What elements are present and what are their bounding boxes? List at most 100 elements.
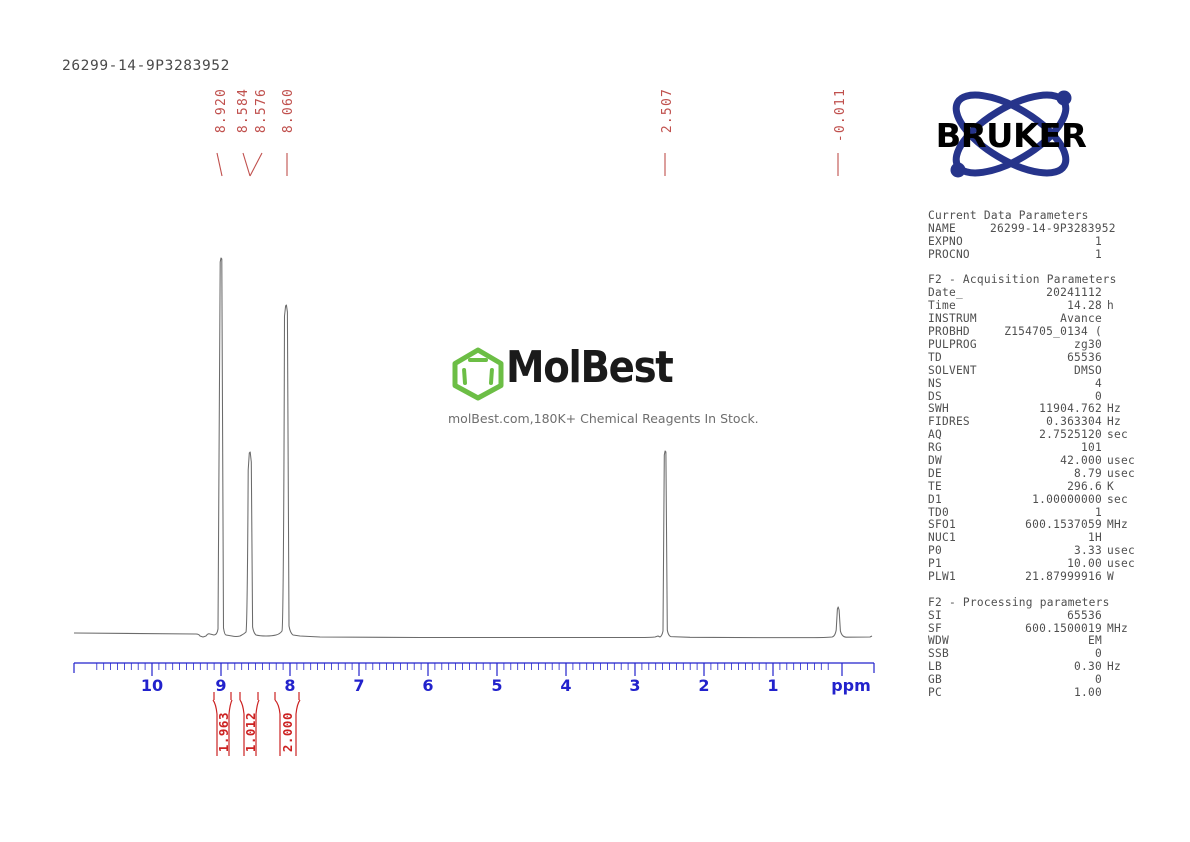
param-row: PULPROG zg30: [928, 337, 1168, 352]
param-key: LB: [928, 660, 942, 674]
molbest-watermark: MolBest molBest.com,180K+ Chemical Reage…: [448, 342, 759, 433]
axis-tick-label-2: 2: [698, 676, 710, 695]
param-section-header-processing: F2 - Processing parameters: [928, 595, 1110, 609]
param-value: 1.00000000: [1032, 492, 1102, 506]
axis-tick-label-10: 10: [140, 676, 164, 695]
param-row: EXPNO 1: [928, 234, 1168, 249]
param-key: SOLVENT: [928, 363, 977, 377]
param-key: DS: [928, 389, 942, 403]
param-row: P0 3.33 usec: [928, 544, 1168, 558]
param-key: FIDRES: [928, 415, 970, 429]
param-key: SI: [928, 608, 942, 622]
param-key: DW: [928, 453, 942, 467]
param-key: Date_: [928, 286, 963, 300]
molbest-tagline: molBest.com,180K+ Chemical Reagents In S…: [448, 411, 759, 426]
axis-tick-label-6: 6: [422, 676, 434, 695]
param-value: DMSO: [1074, 363, 1102, 377]
param-key: NUC1: [928, 531, 956, 545]
param-row: INSTRUM Avance: [928, 312, 1168, 326]
param-unit: usec: [1107, 557, 1135, 571]
param-key: DE: [928, 466, 942, 480]
param-unit: MHz: [1107, 518, 1128, 532]
molbest-wordmark: MolBest: [506, 342, 674, 393]
param-value: 600.1500019: [1025, 621, 1102, 635]
param-row: Time 14.28 h: [928, 299, 1168, 313]
param-value: 1: [1095, 234, 1102, 248]
param-value: zg30: [1074, 337, 1102, 351]
param-row: DE 8.79 usec: [928, 466, 1168, 481]
param-unit: W: [1107, 569, 1114, 583]
param-value: 1.00: [1074, 686, 1102, 699]
param-row: SI 65536: [928, 608, 1168, 623]
param-row: PC 1.00: [928, 686, 1168, 700]
param-value: Z154705_0134 (: [1004, 325, 1102, 339]
param-key: PC: [928, 686, 942, 699]
param-unit: sec: [1107, 428, 1128, 442]
param-value: 65536: [1067, 608, 1102, 622]
param-value: 21.87999916: [1025, 569, 1102, 583]
param-value: 11904.762: [1039, 402, 1102, 416]
param-row: NAME 26299-14-9P3283952: [928, 221, 1168, 236]
param-unit: usec: [1107, 466, 1135, 480]
param-key: WDW: [928, 634, 949, 648]
param-value: 1: [1095, 505, 1102, 519]
integral-label-1: 1.963: [216, 712, 231, 753]
param-row: PLW1 21.87999916 W: [928, 569, 1168, 584]
param-row: SOLVENT DMSO: [928, 363, 1168, 378]
param-value: 1H: [1088, 531, 1102, 545]
param-row: DW 42.000 usec: [928, 453, 1168, 468]
param-value: 14.28: [1067, 299, 1102, 313]
param-key: TE: [928, 479, 942, 493]
param-key: P1: [928, 557, 942, 571]
axis-tick-label-4: 4: [560, 676, 572, 695]
param-unit: h: [1107, 299, 1114, 313]
param-key: PULPROG: [928, 337, 977, 351]
param-key: PROBHD: [928, 325, 970, 339]
param-row: SWH 11904.762 Hz: [928, 402, 1168, 416]
param-value: 0: [1095, 389, 1102, 403]
param-value: 4: [1095, 376, 1102, 390]
axis-tick-label-3: 3: [629, 676, 641, 695]
axis-tick-label-5: 5: [491, 676, 503, 695]
param-key: P0: [928, 544, 942, 558]
param-unit: MHz: [1107, 621, 1128, 635]
param-row: P1 10.00 usec: [928, 557, 1168, 571]
param-value: 3.33: [1074, 544, 1102, 558]
sample-title: 26299-14-9P3283952: [62, 58, 230, 74]
param-value: EM: [1088, 634, 1102, 648]
param-section-header-acquisition: F2 - Acquisition Parameters: [928, 273, 1117, 287]
param-row: WDW EM: [928, 635, 1168, 648]
integral-label-2: 1.012: [243, 712, 258, 753]
param-row: DS 0: [928, 389, 1168, 404]
param-value: 26299-14-9P3283952: [990, 221, 1116, 235]
param-row: TE 296.6 K: [928, 479, 1168, 494]
param-row: AQ 2.7525120 sec: [928, 428, 1168, 442]
benzene-ring-icon: [452, 347, 504, 401]
param-row: SF 600.1500019 MHz: [928, 621, 1168, 636]
param-key: GB: [928, 673, 942, 687]
param-value: 2.7525120: [1039, 428, 1102, 442]
param-section-processing: SI 65536 SF 600.1500019 MHz WDW EM SSB 0 LB 0.30 Hz…: [928, 608, 1168, 700]
param-row: RG 101: [928, 441, 1168, 455]
axis-unit-label: ppm: [831, 676, 871, 695]
param-value: 600.1537059: [1025, 518, 1102, 532]
param-unit: sec: [1107, 492, 1128, 506]
param-unit: Hz: [1107, 415, 1121, 429]
param-value: 10.00: [1067, 557, 1102, 571]
param-value: 0.30: [1074, 660, 1102, 674]
param-value: 20241112: [1046, 286, 1102, 300]
bruker-atom-icon: [950, 90, 1072, 178]
param-key: INSTRUM: [928, 312, 977, 326]
param-key: TD: [928, 350, 942, 364]
param-row: SFO1 600.1537059 MHz: [928, 519, 1168, 532]
param-unit: Hz: [1107, 660, 1121, 674]
param-value: 101: [1081, 441, 1102, 455]
param-row: D1 1.00000000 sec: [928, 492, 1168, 507]
integral-label-3: 2.000: [280, 712, 295, 753]
param-key: PLW1: [928, 569, 956, 583]
param-key: NAME: [928, 221, 956, 235]
param-row: TD 65536: [928, 350, 1168, 365]
